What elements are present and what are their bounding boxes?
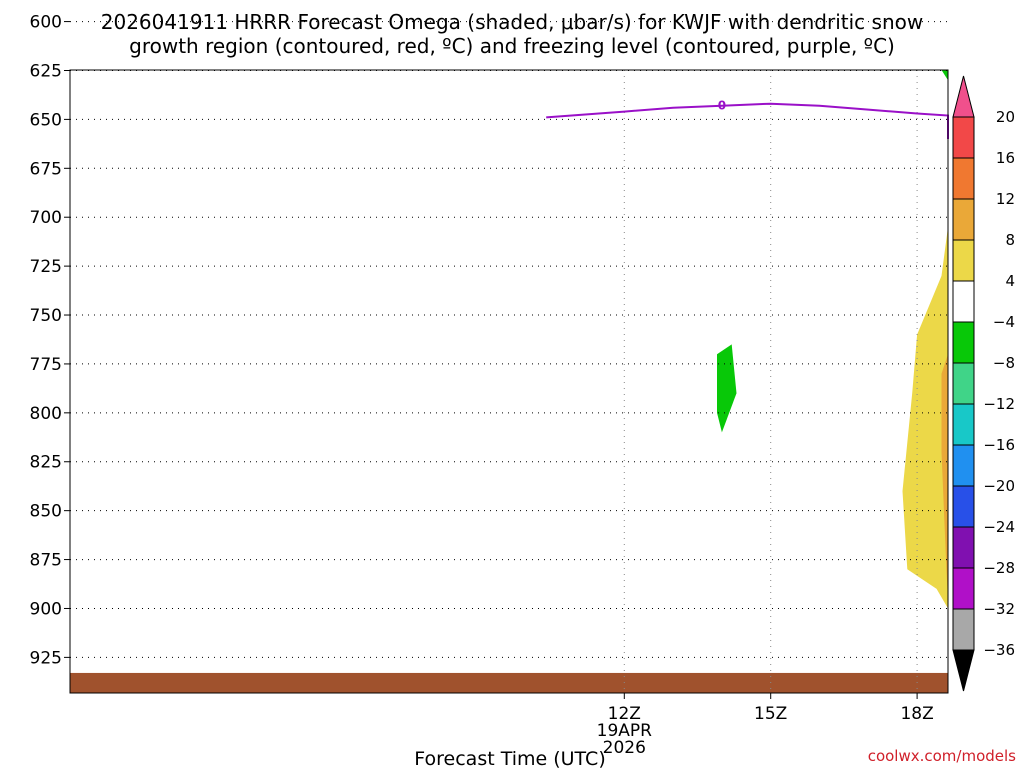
- colorbar-label-0: 20: [996, 108, 1015, 126]
- y-tick-label-800: 800: [30, 404, 62, 424]
- omega-shading: [70, 70, 948, 693]
- y-tick-label-825: 825: [30, 453, 62, 473]
- terrain-ground-band: [70, 672, 948, 693]
- colorbar-box-14: [952, 649, 975, 692]
- pressure-axis: 4504755005255505756006256506757007257507…: [30, 13, 70, 668]
- x-tick-label-12-2: 2026: [603, 738, 646, 758]
- omega-region-green-4: [717, 344, 737, 433]
- colorbar-label-4: 4: [1005, 272, 1015, 290]
- omega-region-green-1: [912, 70, 948, 130]
- x-tick-label-12-1: 19APR: [597, 721, 653, 741]
- colorbar-label-7: −12: [983, 395, 1015, 413]
- credit-text: coolwx.com/models: [868, 747, 1016, 765]
- y-tick-label-900: 900: [30, 599, 62, 619]
- colorbar-box-5: [952, 280, 975, 323]
- x-tick-label-18-0: 18Z: [900, 704, 933, 724]
- colorbar-label-2: 12: [996, 190, 1015, 208]
- colorbar-box-13: [952, 608, 975, 651]
- chart-title-line-2: growth region (contoured, red, ºC) and f…: [129, 34, 895, 58]
- colorbar-label-13: −36: [983, 641, 1015, 659]
- y-tick-label-850: 850: [30, 502, 62, 522]
- colorbar-box-2: [952, 157, 975, 200]
- colorbar-label-5: −4: [993, 313, 1015, 331]
- colorbar-label-8: −16: [983, 436, 1015, 454]
- colorbar-box-8: [952, 403, 975, 446]
- y-tick-label-875: 875: [30, 551, 62, 571]
- colorbar-box-0: [952, 75, 975, 118]
- plot-grid: [70, 21, 948, 693]
- colorbar-box-10: [952, 485, 975, 528]
- colorbar-box-4: [952, 239, 975, 282]
- colorbar: 20 16 12 8 4 −4 −8 −12 −16 −20 −24 −28 −32 −36: [952, 75, 1015, 692]
- y-tick-label-750: 750: [30, 306, 62, 326]
- colorbar-box-1: [952, 116, 975, 159]
- omega-region-orange-1: [941, 354, 948, 599]
- colorbar-label-12: −32: [983, 600, 1015, 618]
- colorbar-label-11: −28: [983, 559, 1015, 577]
- colorbar-box-3: [952, 198, 975, 241]
- x-axis-title: Forecast Time (UTC): [414, 748, 605, 768]
- colorbar-box-7: [952, 362, 975, 405]
- y-tick-label-725: 725: [30, 257, 62, 277]
- y-tick-label-625: 625: [30, 61, 62, 81]
- colorbar-label-10: −24: [983, 518, 1015, 536]
- y-tick-label-775: 775: [30, 355, 62, 375]
- omega-region-yellow-0: [902, 70, 948, 619]
- colorbar-box-11: [952, 526, 975, 569]
- chart-title-line-1: 2026041911 HRRR Forecast Omega (shaded, …: [101, 10, 923, 34]
- time-axis: 12Z19APR202615Z18Z21Z00Z20APR03Z: [597, 693, 934, 758]
- y-tick-label-700: 700: [30, 208, 62, 228]
- y-tick-label-675: 675: [30, 159, 62, 179]
- y-tick-label-600: 600: [30, 13, 62, 33]
- contour-label-freezing_level_0C: 0: [718, 99, 726, 113]
- colorbar-box-6: [952, 321, 975, 364]
- colorbar-label-1: 16: [996, 149, 1015, 167]
- y-tick-label-650: 650: [30, 110, 62, 130]
- colorbar-label-9: −20: [983, 477, 1015, 495]
- plot-frame: [69, 69, 949, 694]
- contour-freezing_level_0C: [546, 102, 949, 139]
- colorbar-label-6: −8: [993, 354, 1015, 372]
- colorbar-box-9: [952, 444, 975, 487]
- colorbar-label-3: 8: [1005, 231, 1015, 249]
- x-tick-label-15-0: 15Z: [754, 704, 787, 724]
- colorbar-box-12: [952, 567, 975, 610]
- x-tick-label-12-0: 12Z: [608, 704, 641, 724]
- y-tick-label-925: 925: [30, 648, 62, 668]
